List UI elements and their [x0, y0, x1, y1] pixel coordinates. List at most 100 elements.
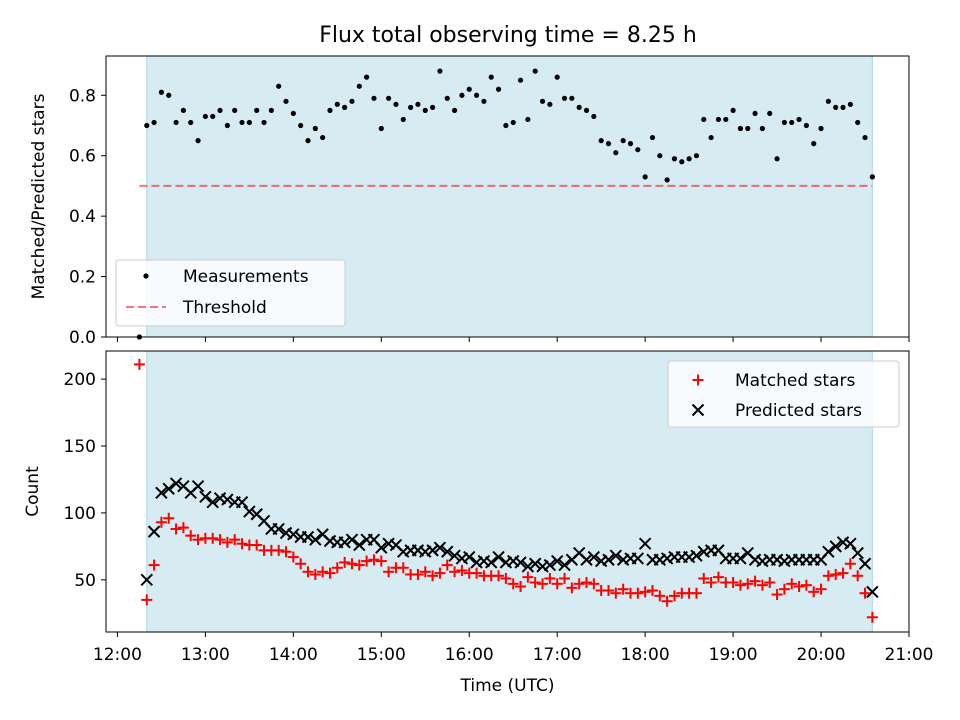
predicted-point: [609, 549, 623, 562]
measurement-point: [488, 74, 494, 80]
matched-point: [287, 551, 299, 563]
matched-point: [646, 585, 658, 597]
matched-points: [133, 358, 878, 623]
predicted-point: [448, 549, 461, 562]
matched-legend-label: Matched stars: [735, 371, 855, 391]
measurement-point: [151, 119, 157, 126]
measurement-point: [569, 95, 575, 101]
predicted-point: [485, 556, 498, 569]
x-marker-stroke: [199, 490, 212, 504]
chart-title: Flux total observing time = 8.25 h: [319, 23, 697, 48]
measurement-point: [320, 134, 326, 141]
measurement-point: [730, 107, 736, 113]
matched-point: [551, 578, 563, 590]
matched-point: [764, 576, 776, 588]
y-tick-label: 50: [74, 571, 96, 591]
matched-point: [163, 512, 175, 524]
y-tick-label: 0.8: [69, 86, 96, 106]
measurement-point: [386, 95, 392, 101]
x-marker-stroke: [301, 530, 315, 544]
matched-point: [537, 578, 549, 590]
predicted-point: [734, 552, 747, 565]
predicted-point: [272, 522, 285, 536]
measurement-point: [627, 141, 634, 147]
measurement-point: [393, 101, 399, 107]
predicted-point: [528, 557, 542, 570]
x-marker-stroke: [345, 533, 359, 546]
measurement-point: [767, 110, 773, 117]
matched-point: [712, 571, 724, 583]
measurement-points: [136, 68, 875, 340]
measurement-point: [613, 150, 619, 156]
matched-point: [236, 538, 248, 550]
matched-point: [859, 587, 871, 599]
matched-point: [434, 567, 446, 579]
matched-point: [793, 581, 805, 593]
predicted-point: [301, 530, 315, 544]
count-y-axis-label: Count: [23, 466, 43, 517]
measurement-point: [210, 113, 216, 120]
y-tick-label: 150: [64, 437, 96, 457]
x-marker-stroke: [309, 533, 322, 546]
predicted-point: [866, 585, 879, 599]
measurement-point: [833, 104, 839, 110]
matched-point: [148, 559, 160, 571]
matched-point: [309, 568, 321, 580]
matched-point: [221, 536, 233, 548]
measurement-point: [715, 116, 722, 123]
predicted-point: [543, 558, 557, 572]
measurement-point: [378, 125, 384, 132]
matched-point: [742, 578, 754, 590]
measurement-point: [408, 104, 414, 110]
x-marker-stroke: [257, 514, 271, 528]
predicted-point: [140, 573, 153, 587]
measurement-point: [437, 68, 443, 74]
x-marker-stroke: [235, 495, 249, 509]
measurement-point: [796, 116, 802, 123]
matched-point: [808, 586, 820, 598]
matched-point: [214, 534, 226, 546]
x-marker-stroke: [367, 533, 381, 546]
matched-point: [734, 579, 746, 591]
predicted-point: [851, 546, 864, 560]
measurement-point: [334, 101, 340, 107]
predicted-point: [587, 550, 601, 564]
measurement-point: [276, 83, 282, 89]
measurement-point: [693, 153, 700, 159]
predicted-point: [353, 538, 366, 552]
matched-point: [375, 555, 387, 567]
matched-point: [397, 562, 409, 574]
measurement-point: [239, 119, 245, 126]
x-marker-stroke: [858, 557, 872, 570]
measurement-point: [855, 119, 861, 126]
x-marker-stroke: [485, 556, 498, 569]
measurement-point: [254, 107, 260, 113]
measurement-point: [708, 134, 714, 141]
predicted-legend-label: Predicted stars: [735, 401, 862, 421]
measurement-point: [451, 107, 458, 113]
measurement-point: [173, 119, 179, 126]
matched-point: [559, 572, 571, 584]
x-marker-stroke: [140, 573, 153, 587]
y-tick-label: 0.6: [69, 147, 96, 167]
matched-point: [346, 558, 358, 570]
predicted-point: [309, 533, 322, 546]
measurement-point: [847, 101, 853, 107]
matched-point: [229, 534, 241, 546]
count-legend: Matched stars Predicted stars: [667, 360, 900, 428]
matched-point: [317, 566, 329, 578]
matched-point: [771, 589, 783, 601]
matched-point: [573, 578, 585, 590]
x-marker-stroke: [433, 541, 447, 554]
measurement-point: [547, 101, 553, 107]
measurement-point: [290, 110, 296, 117]
ratio-x-ticks: [116, 337, 910, 342]
measurement-point: [188, 119, 194, 126]
predicted-point: [338, 536, 351, 549]
predicted-point: [155, 486, 168, 500]
measurement-point: [642, 174, 648, 180]
measurement-point: [686, 156, 692, 162]
measurement-point: [862, 134, 868, 141]
matched-point: [661, 595, 673, 607]
measurement-point: [422, 107, 428, 113]
